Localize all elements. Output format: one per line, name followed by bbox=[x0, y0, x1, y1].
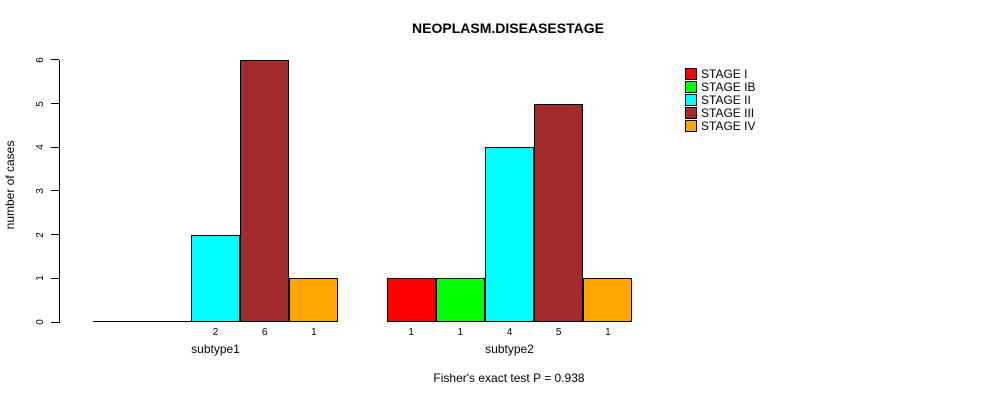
zero-bar-subtype1-stage-i bbox=[92, 321, 142, 322]
y-tick-label: 2 bbox=[35, 231, 46, 238]
stat-annotation: Fisher's exact test P = 0.938 bbox=[433, 371, 585, 385]
legend-label-stage-i: STAGE I bbox=[701, 66, 748, 81]
bar-value-label: 2 bbox=[212, 327, 219, 338]
y-tick-label: 6 bbox=[35, 57, 46, 63]
bar-value-label: 5 bbox=[555, 327, 562, 338]
y-tick-label: 1 bbox=[35, 275, 46, 282]
y-axis-line bbox=[59, 60, 60, 323]
legend-label-stage-ib: STAGE IB bbox=[701, 79, 756, 94]
y-tick bbox=[51, 321, 59, 323]
y-axis-label: number of cases bbox=[3, 140, 17, 230]
y-tick-label: 0 bbox=[35, 319, 46, 325]
x-category-label-subtype2: subtype2 bbox=[485, 342, 534, 356]
bar-subtype1-stage-iv bbox=[289, 278, 339, 322]
legend-label-stage-iii: STAGE III bbox=[701, 105, 755, 120]
legend-label-stage-ii: STAGE II bbox=[701, 92, 751, 107]
legend-swatch-stage-iv bbox=[685, 119, 697, 132]
zero-bar-subtype1-stage-ib bbox=[141, 321, 191, 322]
y-tick-label: 4 bbox=[35, 144, 46, 151]
y-tick-label: 3 bbox=[35, 188, 46, 194]
legend-label-stage-iv: STAGE IV bbox=[701, 118, 756, 133]
y-tick bbox=[51, 277, 59, 279]
legend-swatch-stage-i bbox=[685, 67, 697, 80]
bar-value-label: 1 bbox=[605, 327, 611, 338]
bar-subtype2-stage-iv bbox=[583, 278, 633, 322]
x-category-label-subtype1: subtype1 bbox=[191, 342, 240, 356]
bar-value-label: 4 bbox=[506, 327, 513, 338]
bar-subtype2-stage-i bbox=[386, 278, 436, 322]
bar-subtype2-stage-ii bbox=[484, 147, 535, 322]
y-tick bbox=[51, 103, 59, 105]
y-tick bbox=[51, 190, 59, 192]
legend-swatch-stage-ib bbox=[685, 80, 697, 93]
bar-value-label: 1 bbox=[311, 327, 317, 338]
legend-swatch-stage-ii bbox=[685, 93, 697, 106]
y-tick-label: 5 bbox=[35, 100, 46, 107]
legend-swatch-stage-iii bbox=[685, 106, 697, 119]
bar-value-label: 1 bbox=[408, 327, 414, 338]
y-tick bbox=[51, 59, 59, 61]
bar-value-label: 1 bbox=[457, 327, 464, 338]
y-tick bbox=[51, 146, 59, 148]
chart-title: NEOPLASM.DISEASESTAGE bbox=[412, 20, 604, 36]
bar-subtype1-stage-ii bbox=[190, 234, 241, 322]
bar-subtype2-stage-ib bbox=[435, 278, 485, 322]
bar-subtype1-stage-iii bbox=[240, 59, 290, 322]
bar-value-label: 6 bbox=[261, 327, 268, 338]
bar-subtype2-stage-iii bbox=[534, 103, 584, 322]
y-tick bbox=[51, 234, 59, 236]
